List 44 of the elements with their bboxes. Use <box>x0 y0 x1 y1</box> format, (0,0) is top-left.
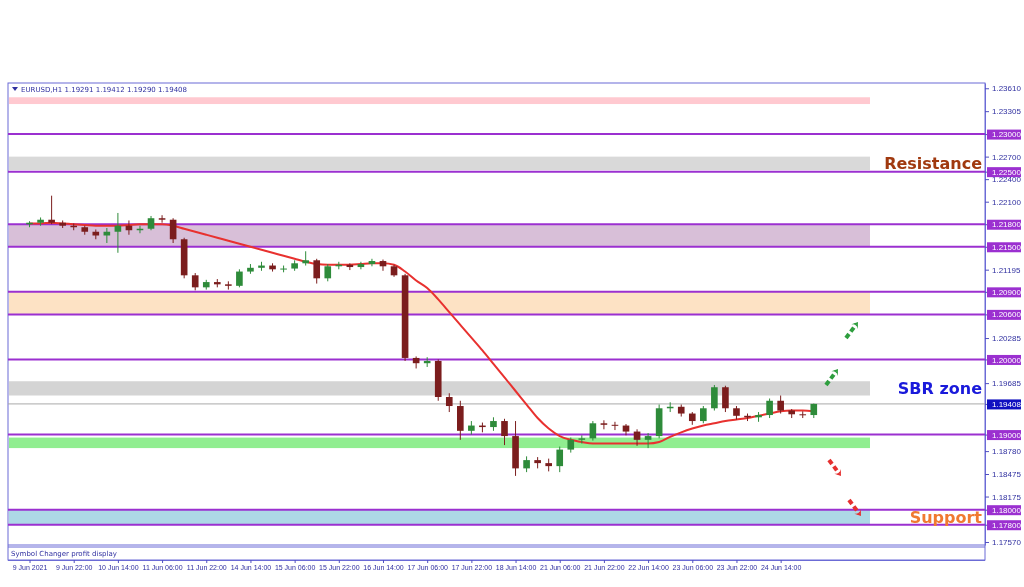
y-tick-label: 1.17570 <box>992 538 1022 548</box>
y-tick-label: 1.17800 <box>992 520 1022 530</box>
y-tick-label: 1.19000 <box>992 430 1022 440</box>
candlestick <box>445 392 453 413</box>
band-label: Support <box>909 508 983 528</box>
candlestick <box>313 258 321 285</box>
candlestick <box>501 418 508 446</box>
y-tick-label: 1.18175 <box>992 492 1022 502</box>
y-tick-label: 1.20285 <box>992 334 1022 344</box>
candlestick <box>48 195 55 225</box>
candlestick <box>777 395 784 415</box>
y-tick-label: 1.23305 <box>992 107 1022 117</box>
y-tick-label: 1.18780 <box>992 447 1022 457</box>
y-tick-label: 1.23610 <box>992 84 1022 94</box>
candlestick <box>711 384 718 412</box>
candlestick <box>357 261 365 270</box>
candlestick <box>368 258 376 267</box>
y-tick-label: 1.19685 <box>992 379 1022 389</box>
candlestick <box>722 385 729 413</box>
y-tick-label: 1.20900 <box>992 287 1022 297</box>
candlestick <box>589 420 597 442</box>
band-label: SBR zone <box>897 379 983 399</box>
y-tick-label: 1.23000 <box>992 130 1022 140</box>
y-tick-label: 1.18000 <box>992 505 1022 515</box>
band-label: Resistance <box>884 154 983 174</box>
y-tick-label: 1.21500 <box>992 242 1022 252</box>
candlestick <box>766 398 773 419</box>
candlestick <box>644 432 652 449</box>
candlestick <box>622 423 630 436</box>
candlestick <box>556 446 564 473</box>
y-tick-label: 1.22400 <box>992 175 1022 185</box>
candlestick <box>600 419 608 430</box>
y-tick-label: 1.21195 <box>992 265 1021 275</box>
y-tick-label: 1.22700 <box>992 152 1022 162</box>
y-tick-label: 1.18475 <box>992 470 1022 480</box>
y-tick-label: 1.20000 <box>992 355 1022 365</box>
candlestick <box>236 268 243 288</box>
y-tick-label: 1.22100 <box>992 197 1022 207</box>
y-tick-label: 1.22500 <box>992 167 1022 177</box>
candlestick <box>158 214 166 224</box>
y-tick-label: 1.21800 <box>992 220 1022 230</box>
y-tick-label: 1.20600 <box>992 310 1022 320</box>
y-tick-label: 1.19408 <box>992 399 1022 409</box>
candlestick <box>114 212 122 254</box>
